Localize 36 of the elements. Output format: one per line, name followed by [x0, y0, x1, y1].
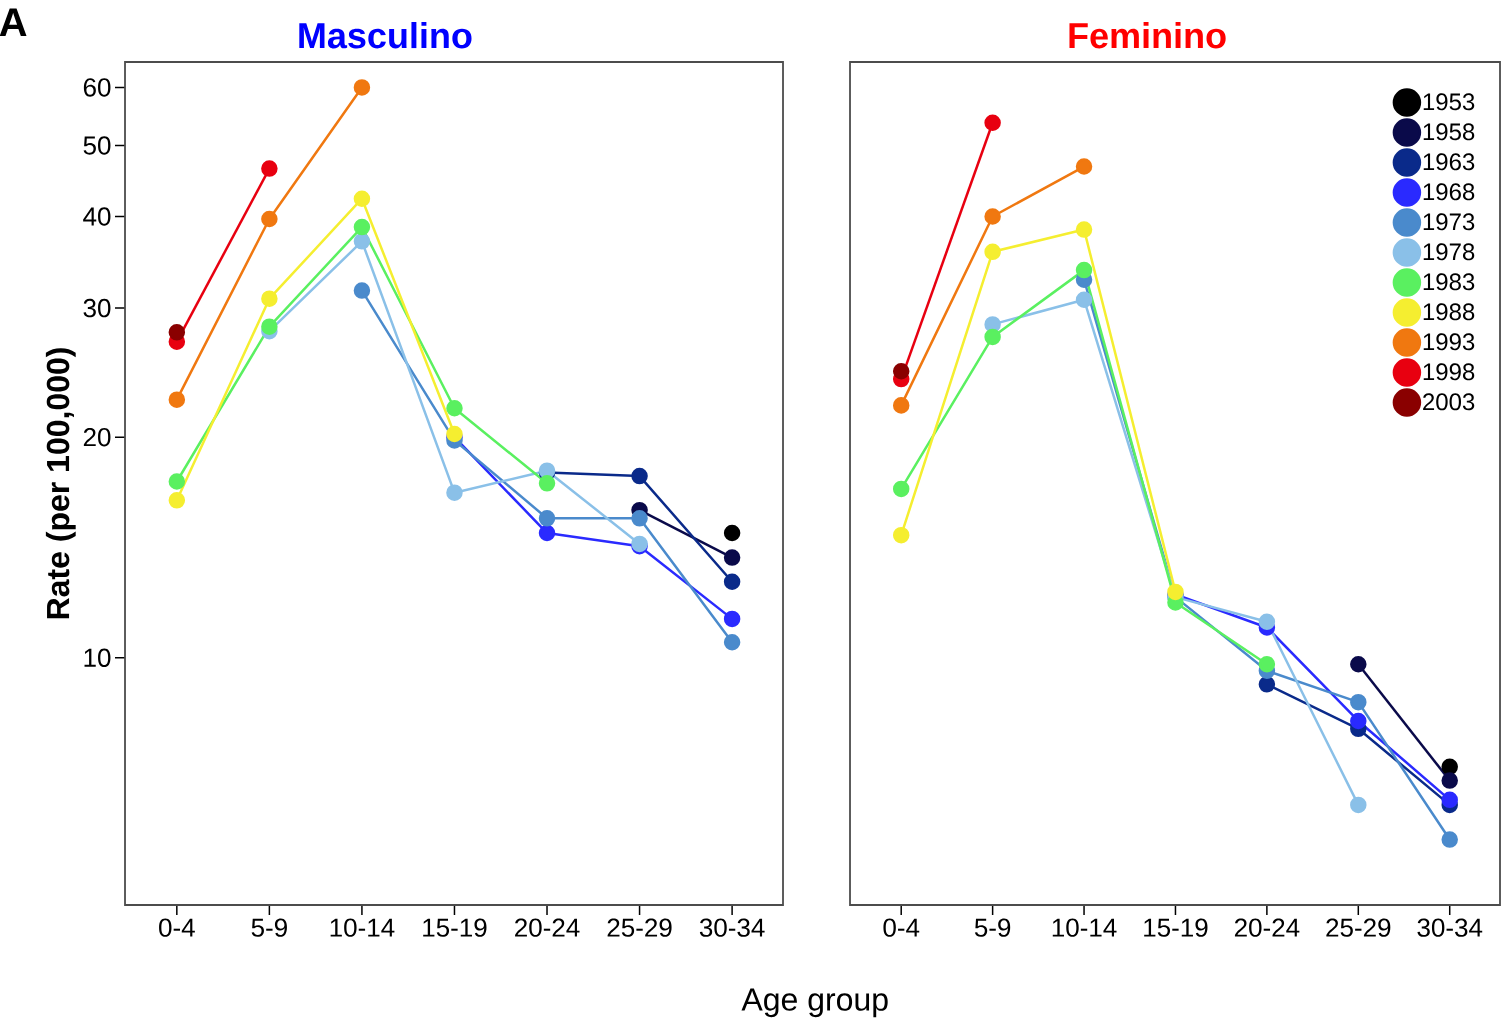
legend-label: 1998: [1423, 363, 1475, 381]
x-tick-label: 25-29: [1326, 918, 1391, 937]
y-tick-label: 60: [83, 78, 111, 97]
x-tick-label: 10-14: [330, 918, 395, 937]
legend-label: 1958: [1423, 123, 1475, 141]
x-tick-label: 0-4: [883, 918, 920, 937]
y-tick-label: 50: [83, 136, 111, 155]
y-axis-title: Rate (per 100,000): [45, 348, 76, 619]
legend-label: 1973: [1423, 213, 1475, 231]
legend-label: 1963: [1423, 153, 1475, 171]
x-tick-label: 10-14: [1052, 918, 1117, 937]
legend-label: 1978: [1423, 243, 1475, 261]
x-axis-title: Age group: [741, 988, 888, 1018]
x-tick-label: 15-19: [1144, 918, 1208, 937]
x-tick-label: 5-9: [974, 918, 1011, 937]
y-tick-label: 20: [83, 427, 111, 447]
legend-label: 1988: [1423, 303, 1475, 321]
chart-title: Feminino: [1069, 22, 1226, 49]
x-tick-label: 20-24: [515, 918, 580, 937]
x-tick-label: 15-19: [423, 918, 487, 937]
x-tick-label: 30-34: [1417, 918, 1483, 937]
x-tick-label: 30-34: [699, 918, 765, 937]
y-tick-label: 30: [83, 298, 111, 318]
legend-label: 1968: [1423, 183, 1475, 201]
legend-label: 1953: [1423, 93, 1475, 111]
y-tick-label: 10: [84, 648, 111, 667]
x-tick-label: 0-4: [159, 918, 195, 937]
legend-label: 1993: [1423, 333, 1475, 351]
text: A: [0, 8, 27, 37]
chart-title: Masculino: [299, 22, 472, 49]
x-tick-label: 5-9: [251, 918, 287, 937]
legend-label: 1983: [1423, 273, 1475, 291]
legend-label: 2003: [1423, 393, 1475, 411]
x-tick-label: 25-29: [607, 918, 672, 937]
y-tick-label: 40: [83, 207, 111, 226]
x-tick-label: 20-24: [1234, 918, 1300, 937]
